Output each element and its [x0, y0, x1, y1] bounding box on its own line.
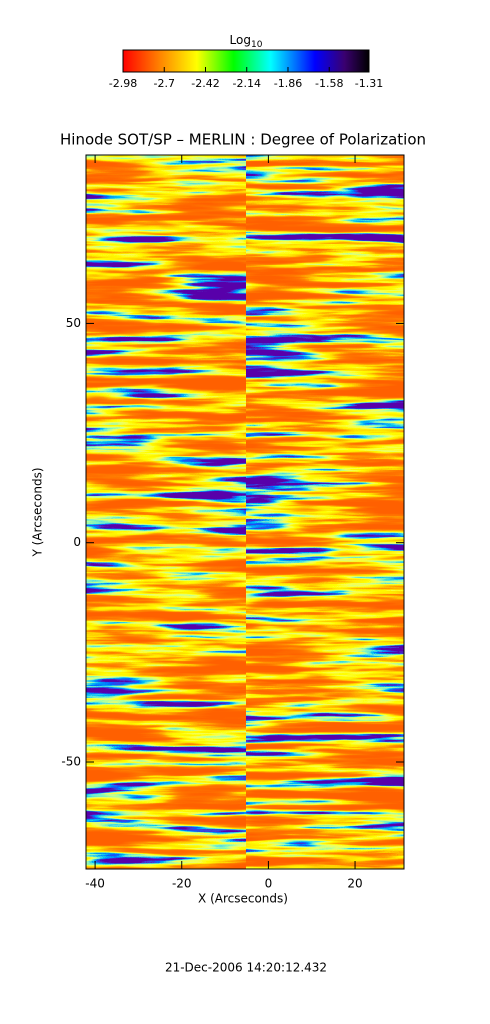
heatmap-image-right: [246, 155, 404, 869]
timestamp: 21-Dec-2006 14:20:12.432: [165, 961, 327, 975]
colorbar-label: Log10: [230, 33, 263, 50]
y-tick-label: -50: [61, 754, 81, 768]
colorbar-label-subscript: 10: [251, 40, 263, 50]
x-tick-label: 20: [347, 877, 362, 891]
colorbar-tick-label: -2.98: [109, 77, 137, 90]
x-tick-label: -20: [172, 877, 192, 891]
y-tick-label: 0: [73, 535, 81, 549]
x-axis-label: X (Arcseconds): [198, 892, 288, 906]
colorbar-tick-label: -2.42: [191, 77, 219, 90]
y-tick-label: 50: [66, 316, 81, 330]
x-tick-label: -40: [85, 877, 105, 891]
colorbar-tick-label: -1.58: [315, 77, 343, 90]
colorbar-tick-label: -1.31: [355, 77, 383, 90]
heatmap-image-left: [86, 155, 246, 869]
x-tick-label: 0: [265, 877, 273, 891]
plot-frame: [85, 154, 405, 870]
colorbar-tick-label: -1.86: [274, 77, 302, 90]
colorbar-label-text: Log: [230, 33, 251, 47]
chart-title: Hinode SOT/SP – MERLIN : Degree of Polar…: [60, 131, 426, 149]
colorbar-tick-label: -2.14: [233, 77, 261, 90]
colorbar: [122, 49, 370, 73]
colorbar-tick-label: -2.7: [154, 77, 175, 90]
y-axis-label: Y (Arcseconds): [31, 467, 45, 557]
